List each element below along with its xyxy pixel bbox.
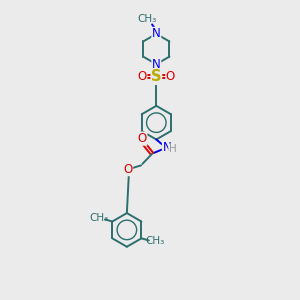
Text: N: N [152,27,161,40]
Text: O: O [123,163,133,176]
Text: O: O [138,70,147,83]
Text: S: S [151,69,162,84]
Text: N: N [152,58,161,71]
Text: CH₃: CH₃ [137,14,157,24]
Text: CH₃: CH₃ [89,213,108,224]
Text: O: O [166,70,175,83]
Text: N: N [163,141,171,154]
Text: H: H [169,144,177,154]
Text: CH₃: CH₃ [146,236,165,247]
Text: O: O [138,132,147,145]
